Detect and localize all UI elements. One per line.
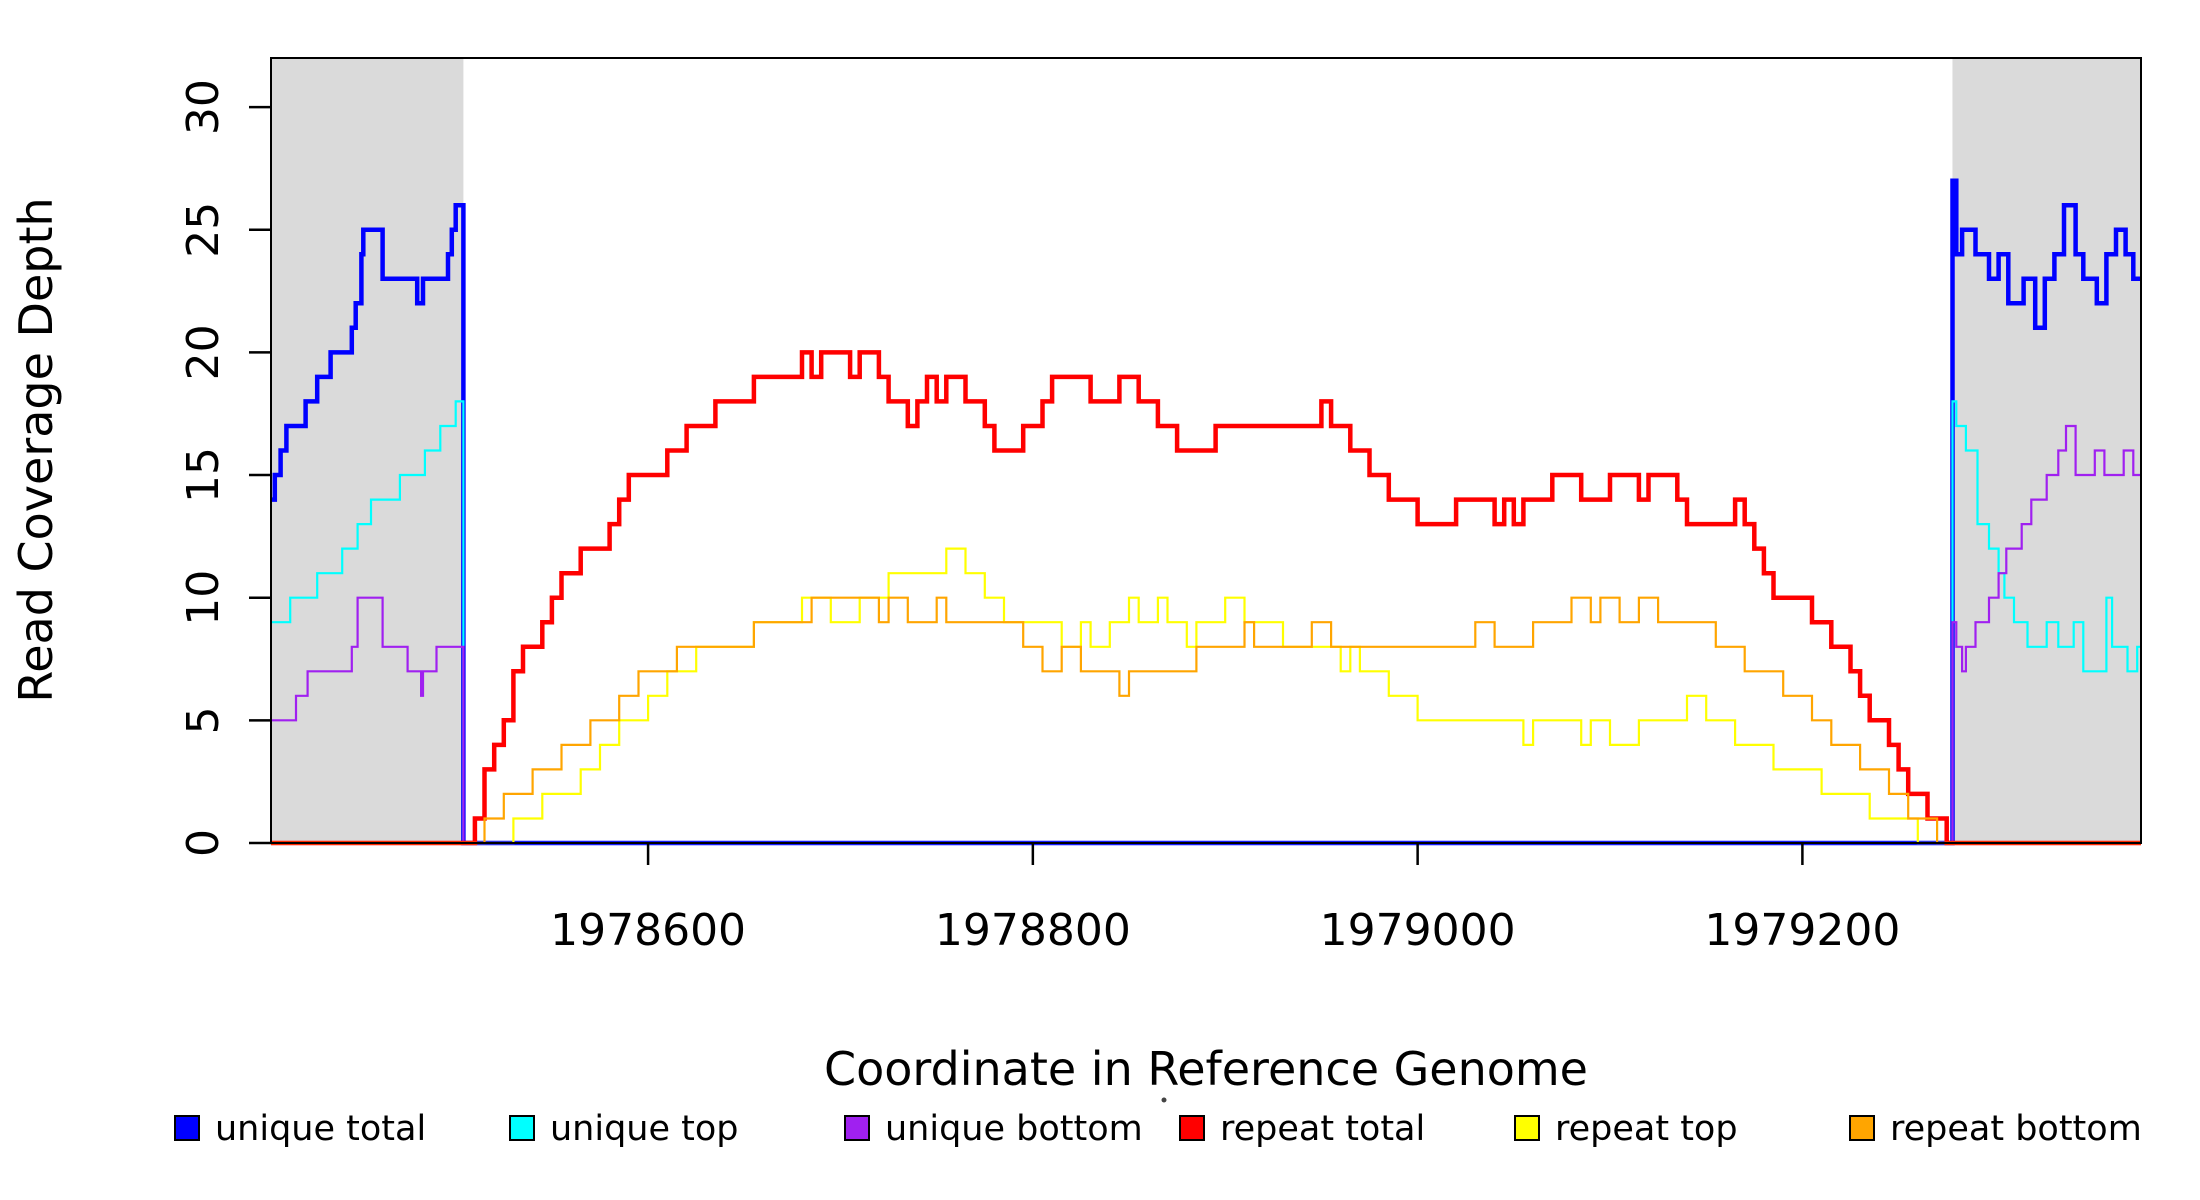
legend-label: repeat top xyxy=(1555,1109,1738,1149)
y-tick-label: 15 xyxy=(178,447,229,503)
legend-stray-dot xyxy=(1161,1097,1167,1103)
y-tick-label: 25 xyxy=(178,202,229,258)
y-tick-label: 10 xyxy=(178,570,229,626)
legend-swatch-repeat-bottom xyxy=(1849,1115,1875,1141)
legend-swatch-repeat-total xyxy=(1179,1115,1205,1141)
y-tick-label: 30 xyxy=(178,79,229,135)
y-tick-label: 20 xyxy=(178,324,229,380)
x-tick-label: 1979200 xyxy=(1704,905,1900,956)
unique-flank-right-band xyxy=(1952,58,2141,843)
series-line-unique-bottom xyxy=(271,424,2141,845)
legend-label: repeat bottom xyxy=(1890,1109,2142,1149)
legend-item-repeat-bottom: repeat bottom xyxy=(1849,1109,2142,1149)
legend-item-repeat-top: repeat top xyxy=(1514,1109,1738,1149)
series-line-unique-top xyxy=(271,400,2141,845)
legend-item-repeat-total: repeat total xyxy=(1179,1109,1425,1149)
series-line-repeat-bottom xyxy=(271,596,2141,845)
x-tick-label: 1978800 xyxy=(935,905,1131,956)
y-axis-title: Read Coverage Depth xyxy=(9,197,63,702)
x-axis-title: Coordinate in Reference Genome xyxy=(824,1042,1588,1096)
legend-label: unique bottom xyxy=(885,1109,1143,1149)
series-line-unique-total xyxy=(271,178,2141,846)
legend-label: repeat total xyxy=(1220,1109,1425,1149)
x-tick-label: 1978600 xyxy=(550,905,746,956)
x-tick-label: 1979000 xyxy=(1320,905,1516,956)
legend-item-unique-total: unique total xyxy=(174,1109,426,1149)
legend-item-unique-bottom: unique bottom xyxy=(844,1109,1143,1149)
legend-label: unique total xyxy=(215,1109,426,1149)
legend-label: unique top xyxy=(550,1109,739,1149)
legend-item-unique-top: unique top xyxy=(509,1109,739,1149)
legend-swatch-unique-top xyxy=(509,1115,535,1141)
series-line-repeat-total xyxy=(271,350,2141,846)
legend-swatch-repeat-top xyxy=(1514,1115,1540,1141)
legend-swatch-unique-bottom xyxy=(844,1115,870,1141)
y-tick-label: 0 xyxy=(178,829,229,857)
y-tick-label: 5 xyxy=(178,706,229,734)
plot-border xyxy=(270,57,2142,844)
legend-swatch-unique-total xyxy=(174,1115,200,1141)
